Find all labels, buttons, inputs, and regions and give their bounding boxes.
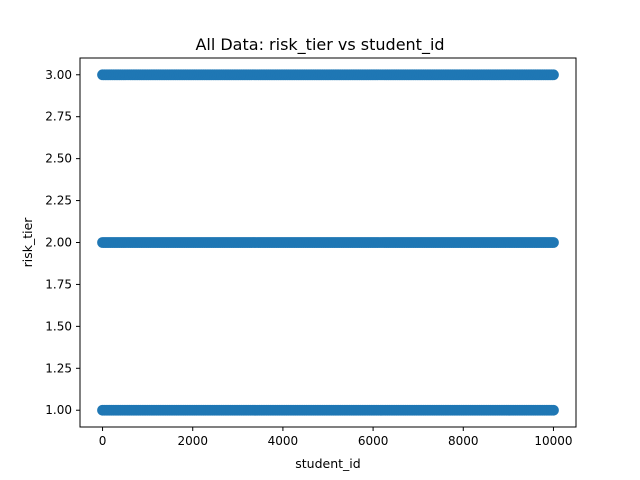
x-tick-label: 10000	[534, 434, 572, 448]
x-axis-label: student_id	[295, 456, 360, 471]
y-tick-label: 2.25	[45, 194, 72, 208]
series-band-2	[97, 237, 559, 248]
y-tick-label: 1.00	[45, 403, 72, 417]
x-tick-label: 0	[99, 434, 107, 448]
data-point	[548, 69, 559, 81]
x-tick-label: 4000	[268, 434, 299, 448]
y-tick-label: 2.00	[45, 236, 72, 250]
y-axis-label: risk_tier	[20, 217, 35, 268]
y-tick-label: 2.75	[45, 110, 72, 124]
chart-title: All Data: risk_tier vs student_id	[195, 35, 444, 55]
y-tick-label: 1.75	[45, 277, 72, 291]
y-axis: 1.00 1.25 1.50 1.75 2.00 2.25 2.50 2.75 3.00	[45, 68, 80, 417]
x-tick-label: 6000	[358, 434, 389, 448]
y-tick-label: 2.50	[45, 152, 72, 166]
data-point	[548, 237, 559, 248]
data-point	[548, 404, 559, 416]
data-points	[97, 69, 559, 416]
y-tick-label: 1.50	[45, 319, 72, 333]
x-tick-label: 2000	[177, 434, 208, 448]
x-axis: 0 2000 4000 6000 8000 10000	[99, 427, 573, 448]
series-band-3	[97, 69, 559, 81]
x-tick-label: 8000	[448, 434, 479, 448]
y-tick-label: 3.00	[45, 68, 72, 82]
series-band-1	[97, 404, 559, 416]
y-tick-label: 1.25	[45, 361, 72, 375]
